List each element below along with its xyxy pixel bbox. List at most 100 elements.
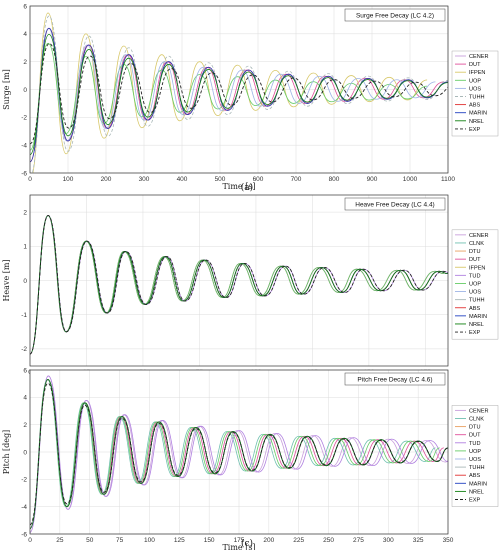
legend-entry-nrel: NREL — [469, 489, 484, 495]
x-tick-label: 1000 — [403, 176, 418, 183]
legend-box — [451, 50, 499, 137]
legend-entry-uos: UOS — [469, 86, 481, 92]
legend-entry-nrel: NREL — [469, 322, 484, 328]
series-line-exp — [30, 215, 448, 355]
legend-entry-dut: DUT — [469, 433, 481, 439]
x-tick-label: 225 — [293, 537, 304, 544]
x-tick-label: 100 — [144, 537, 155, 544]
x-tick-label: 175 — [234, 537, 245, 544]
legend-entry-cener: CENER — [469, 408, 489, 414]
legend-entry-clnk: CLNK — [469, 417, 484, 423]
series-line-uop — [30, 379, 440, 529]
legend-entry-abs: ABS — [469, 306, 480, 312]
series-line-nrel — [30, 33, 448, 156]
legend-entry-clnk: CLNK — [469, 241, 484, 247]
legend-entry-uos: UOS — [469, 457, 481, 463]
series-line-nrel — [30, 215, 448, 355]
y-axis-label: Heave [m] — [2, 259, 11, 301]
series-line-exp — [30, 43, 448, 145]
legend-entry-nrel: NREL — [469, 119, 484, 125]
x-tick-label: 0 — [28, 537, 32, 544]
legend-entry-dut: DUT — [469, 62, 481, 68]
series-line-exp — [30, 382, 448, 526]
y-tick-label: -4 — [21, 142, 27, 149]
x-tick-label: 125 — [174, 537, 185, 544]
x-tick-label: 300 — [383, 537, 394, 544]
legend-entry-dtu: DTU — [469, 249, 481, 255]
chart-panel-0: 0 100 200 300 400 500 600 700 800 900 1000 1100 -6 -4… — [2, 3, 499, 193]
series-line-uos — [30, 27, 436, 163]
y-tick-label: 0 — [23, 87, 27, 94]
x-tick-label: 150 — [204, 537, 215, 544]
y-tick-label: 4 — [23, 31, 27, 38]
x-tick-label: 250 — [323, 537, 334, 544]
legend-entry-marin: MARIN — [469, 481, 487, 487]
x-tick-label: 700 — [291, 176, 302, 183]
legend-entry-marin: MARIN — [469, 111, 487, 117]
legend-entry-uos: UOS — [469, 290, 481, 296]
x-tick-label: 300 — [139, 176, 150, 183]
chart-title: Heave Free Decay (LC 4.4) — [355, 202, 434, 209]
y-tick-label: 0 — [23, 449, 27, 456]
y-tick-label: 1 — [23, 244, 27, 251]
y-tick-label: -2 — [21, 477, 27, 484]
legend-entry-tuhh: TUHH — [469, 95, 485, 101]
plot-frame — [29, 5, 449, 174]
legend-entry-tuhh: TUHH — [469, 298, 485, 304]
x-tick-label: 350 — [443, 537, 454, 544]
x-tick-label: 0 — [28, 176, 32, 183]
legend-entry-uop: UOP — [469, 281, 481, 287]
y-tick-label: 6 — [23, 367, 27, 374]
legend-entry-exp: EXP — [469, 498, 480, 504]
x-axis-label: Time [s] — [222, 543, 255, 550]
y-axis-label: Pitch [deg] — [2, 430, 11, 475]
y-tick-label: -6 — [21, 531, 27, 538]
chart-title-box — [344, 372, 446, 386]
legend-entry-dtu: DTU — [469, 425, 481, 431]
series-line-ifpen — [32, 12, 428, 173]
panel-caption: (c) — [241, 538, 253, 549]
legend-entry-marin: MARIN — [469, 314, 487, 320]
plot-frame — [29, 194, 449, 367]
legend-entry-cener: CENER — [469, 54, 489, 60]
x-tick-label: 75 — [116, 537, 124, 544]
y-tick-label: 2 — [23, 422, 27, 429]
y-tick-label: 2 — [23, 209, 27, 216]
legend-box — [451, 405, 499, 507]
legend-entry-abs: ABS — [469, 473, 480, 479]
y-tick-label: -2 — [21, 115, 27, 122]
x-tick-label: 25 — [56, 537, 64, 544]
chart-title: Surge Free Decay (LC 4.2) — [356, 13, 434, 20]
x-axis-label: Time [s] — [222, 182, 255, 191]
x-tick-label: 200 — [263, 537, 274, 544]
y-tick-label: 0 — [23, 278, 27, 285]
legend-entry-uop: UOP — [469, 78, 481, 84]
legend-entry-exp: EXP — [469, 127, 480, 133]
y-tick-label: -4 — [21, 504, 27, 511]
legend-entry-exp: EXP — [469, 330, 480, 336]
y-tick-label: 6 — [23, 3, 27, 10]
legend-entry-tuhh: TUHH — [469, 465, 485, 471]
chart-panel-2: 0 25 50 75 100 125 150 175 200 225 250 275 300 325 350… — [2, 367, 499, 550]
y-tick-label: -1 — [21, 312, 27, 319]
legend-box — [451, 229, 499, 340]
legend-entry-ifpen: IFPEN — [469, 265, 485, 271]
x-tick-label: 100 — [63, 176, 74, 183]
y-tick-label: -6 — [21, 170, 27, 177]
x-tick-label: 50 — [86, 537, 94, 544]
x-tick-label: 200 — [101, 176, 112, 183]
legend-entry-abs: ABS — [469, 103, 480, 109]
y-tick-label: -2 — [21, 346, 27, 353]
x-tick-label: 325 — [413, 537, 424, 544]
legend-entry-uop: UOP — [469, 449, 481, 455]
chart-title-box — [344, 8, 446, 22]
legend-entry-dut: DUT — [469, 257, 481, 263]
x-tick-label: 800 — [329, 176, 340, 183]
panel-caption: (a) — [241, 182, 253, 193]
x-tick-label: 500 — [215, 176, 226, 183]
legend-entry-ifpen: IFPEN — [469, 70, 485, 76]
legend-entry-cener: CENER — [469, 233, 489, 239]
x-tick-label: 1100 — [441, 176, 455, 183]
y-tick-label: 2 — [23, 59, 27, 66]
y-tick-label: 4 — [23, 395, 27, 402]
